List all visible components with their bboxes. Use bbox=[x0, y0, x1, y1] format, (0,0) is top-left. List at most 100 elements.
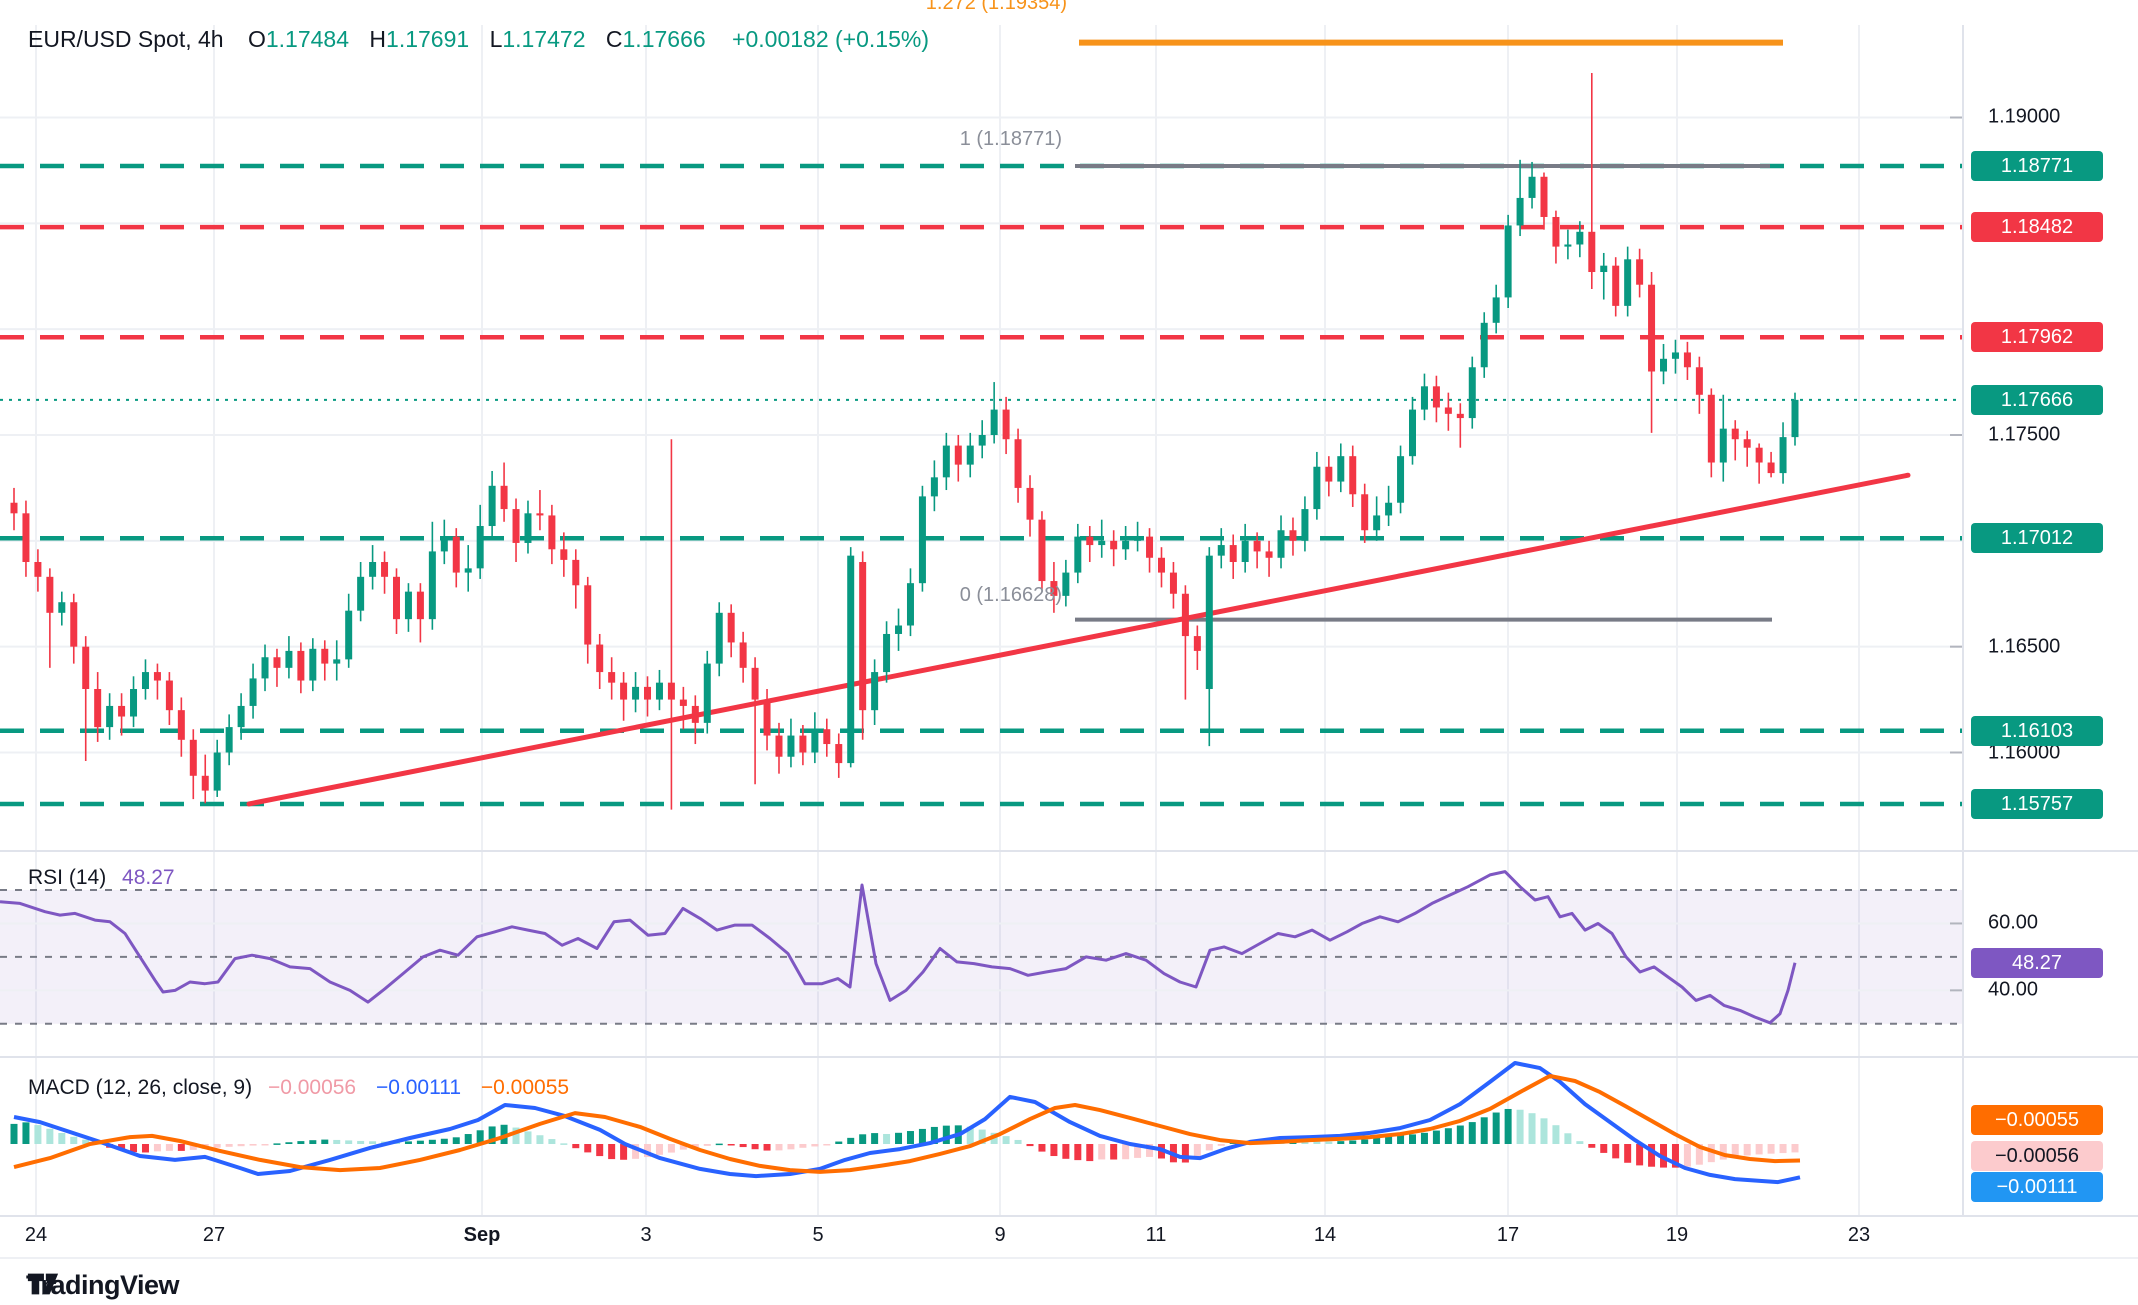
candle[interactable] bbox=[1420, 373, 1428, 421]
candle[interactable] bbox=[883, 621, 891, 683]
candle[interactable] bbox=[297, 642, 305, 694]
candle[interactable] bbox=[1731, 420, 1739, 461]
candle[interactable] bbox=[261, 644, 269, 692]
candle[interactable] bbox=[1193, 625, 1201, 670]
candle[interactable] bbox=[177, 697, 185, 757]
candle[interactable] bbox=[345, 593, 353, 668]
time-axis-label[interactable]: 11 bbox=[1145, 1224, 1167, 1246]
candle[interactable] bbox=[1122, 526, 1130, 560]
candle[interactable] bbox=[1038, 511, 1046, 590]
candle[interactable] bbox=[596, 633, 604, 690]
candle[interactable] bbox=[94, 672, 102, 742]
candle[interactable] bbox=[679, 686, 687, 730]
candle[interactable] bbox=[990, 382, 998, 444]
price-level-badge[interactable]: 1.18482 bbox=[1971, 212, 2103, 243]
candle[interactable] bbox=[1540, 172, 1548, 230]
tradingview-logo[interactable]: TradingView bbox=[26, 1270, 180, 1301]
candle[interactable] bbox=[165, 672, 173, 725]
candle[interactable] bbox=[1552, 210, 1560, 264]
candle[interactable] bbox=[285, 636, 293, 679]
time-axis-label[interactable]: 5 bbox=[812, 1224, 824, 1246]
candle[interactable] bbox=[835, 733, 843, 778]
candle[interactable] bbox=[1636, 248, 1644, 298]
price-level-badge[interactable]: 1.17012 bbox=[1971, 523, 2103, 554]
candle[interactable] bbox=[942, 432, 950, 491]
rsi-legend[interactable]: RSI (14) 48.27 bbox=[28, 866, 175, 890]
candle[interactable] bbox=[954, 435, 962, 482]
fib-level-label[interactable]: 1.272 (1.19354) bbox=[925, 0, 1067, 14]
candle[interactable] bbox=[1588, 73, 1596, 289]
candle[interactable] bbox=[452, 528, 460, 588]
candle[interactable] bbox=[1277, 515, 1285, 569]
candle[interactable] bbox=[1229, 534, 1237, 579]
candle[interactable] bbox=[1265, 540, 1273, 577]
candle[interactable] bbox=[1456, 403, 1464, 448]
candle[interactable] bbox=[1612, 257, 1620, 317]
candle[interactable] bbox=[1707, 388, 1715, 478]
candle[interactable] bbox=[1373, 496, 1381, 541]
candle[interactable] bbox=[715, 602, 723, 677]
fib-level-label[interactable]: 0 (1.16628) bbox=[959, 584, 1062, 606]
candle[interactable] bbox=[655, 669, 663, 711]
candle[interactable] bbox=[1779, 422, 1787, 484]
candle[interactable] bbox=[1301, 496, 1309, 552]
price-level-badge[interactable]: 1.16103 bbox=[1971, 715, 2103, 746]
candle[interactable] bbox=[488, 470, 496, 537]
candle[interactable] bbox=[1337, 443, 1345, 493]
candle[interactable] bbox=[369, 545, 377, 590]
candle[interactable] bbox=[906, 568, 914, 637]
candle[interactable] bbox=[1791, 392, 1799, 446]
candle[interactable] bbox=[440, 519, 448, 565]
candle[interactable] bbox=[1241, 523, 1249, 573]
candle[interactable] bbox=[273, 648, 281, 687]
candle[interactable] bbox=[1504, 214, 1512, 308]
candle[interactable] bbox=[512, 498, 520, 563]
candle[interactable] bbox=[333, 640, 341, 681]
candle[interactable] bbox=[309, 638, 317, 692]
time-axis-label[interactable]: 9 bbox=[994, 1224, 1006, 1246]
candle[interactable] bbox=[201, 754, 209, 804]
candle[interactable] bbox=[1002, 396, 1010, 455]
candle[interactable] bbox=[966, 432, 974, 478]
candle[interactable] bbox=[500, 462, 508, 522]
price-level-badge[interactable]: 1.18771 bbox=[1971, 150, 2103, 181]
candle[interactable] bbox=[464, 545, 472, 592]
candle[interactable] bbox=[1050, 562, 1058, 613]
candle[interactable] bbox=[560, 532, 568, 577]
candle[interactable] bbox=[225, 714, 233, 766]
candle[interactable] bbox=[1361, 483, 1369, 543]
candle[interactable] bbox=[1528, 161, 1536, 209]
candle[interactable] bbox=[381, 551, 389, 594]
candle[interactable] bbox=[1695, 356, 1703, 414]
candle[interactable] bbox=[1576, 221, 1584, 258]
candle[interactable] bbox=[811, 712, 819, 764]
candle[interactable] bbox=[476, 504, 484, 579]
candle[interactable] bbox=[237, 693, 245, 740]
candle[interactable] bbox=[1719, 394, 1727, 482]
candle[interactable] bbox=[1157, 547, 1165, 588]
candle[interactable] bbox=[1146, 528, 1154, 573]
candle[interactable] bbox=[524, 500, 532, 554]
time-axis-label[interactable]: 19 bbox=[1665, 1224, 1689, 1246]
candle[interactable] bbox=[1564, 229, 1572, 260]
candle[interactable] bbox=[1086, 526, 1094, 563]
candle[interactable] bbox=[1492, 284, 1500, 334]
candle[interactable] bbox=[392, 568, 400, 634]
candle[interactable] bbox=[1110, 530, 1118, 567]
candle[interactable] bbox=[1074, 523, 1082, 584]
candle[interactable] bbox=[1660, 343, 1668, 385]
candle[interactable] bbox=[1648, 272, 1656, 433]
candle[interactable] bbox=[727, 604, 735, 658]
symbol-header[interactable]: EUR/USD Spot, 4h O1.17484 H1.17691 L1.17… bbox=[28, 26, 929, 53]
candle[interactable] bbox=[58, 591, 66, 626]
candle[interactable] bbox=[1253, 532, 1261, 569]
candle[interactable] bbox=[249, 663, 257, 719]
candle[interactable] bbox=[691, 695, 699, 745]
candle[interactable] bbox=[1468, 356, 1476, 429]
candle[interactable] bbox=[1397, 445, 1405, 514]
candle[interactable] bbox=[667, 439, 675, 810]
candle[interactable] bbox=[739, 631, 747, 683]
candle[interactable] bbox=[644, 676, 652, 717]
price-level-badge[interactable]: 1.15757 bbox=[1971, 788, 2103, 819]
